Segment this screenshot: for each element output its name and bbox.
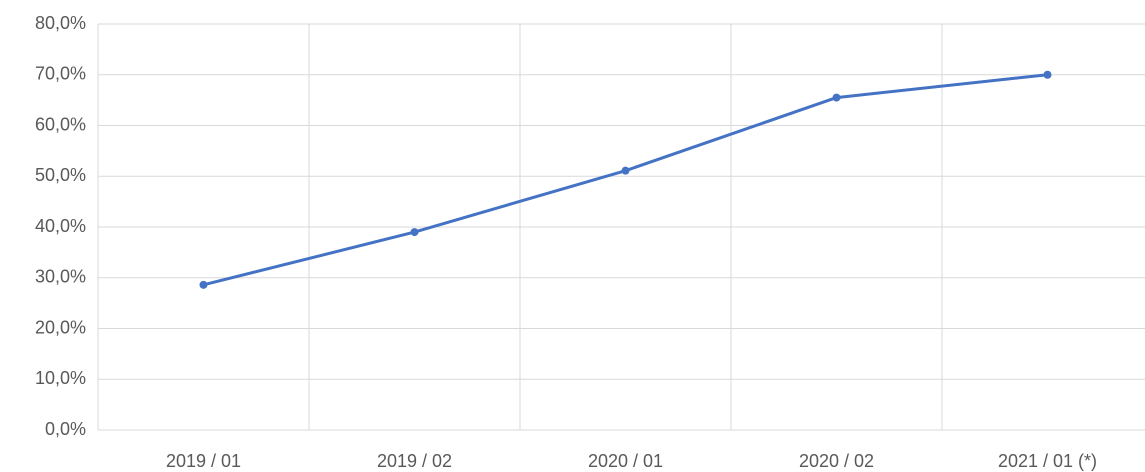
data-point [832,93,841,102]
data-line [203,73,1048,287]
y-tick-label: 50,0% [35,165,86,185]
data-point [1043,70,1052,79]
x-tick-label: 2019 / 01 [166,451,241,471]
data-point [621,166,630,175]
y-tick-label: 80,0% [35,13,86,33]
x-tick-label: 2021 / 01 (*) [998,451,1097,471]
y-tick-label: 70,0% [35,64,86,84]
y-tick-label: 0,0% [45,419,86,439]
x-tick-label: 2020 / 02 [799,451,874,471]
x-tick-label: 2019 / 02 [377,451,452,471]
y-tick-label: 60,0% [35,114,86,134]
y-tick-label: 20,0% [35,317,86,337]
data-point [410,228,419,237]
data-point [199,280,208,289]
x-tick-label: 2020 / 01 [588,451,663,471]
y-tick-label: 40,0% [35,216,86,236]
y-tick-label: 10,0% [35,368,86,388]
y-tick-label: 30,0% [35,267,86,287]
